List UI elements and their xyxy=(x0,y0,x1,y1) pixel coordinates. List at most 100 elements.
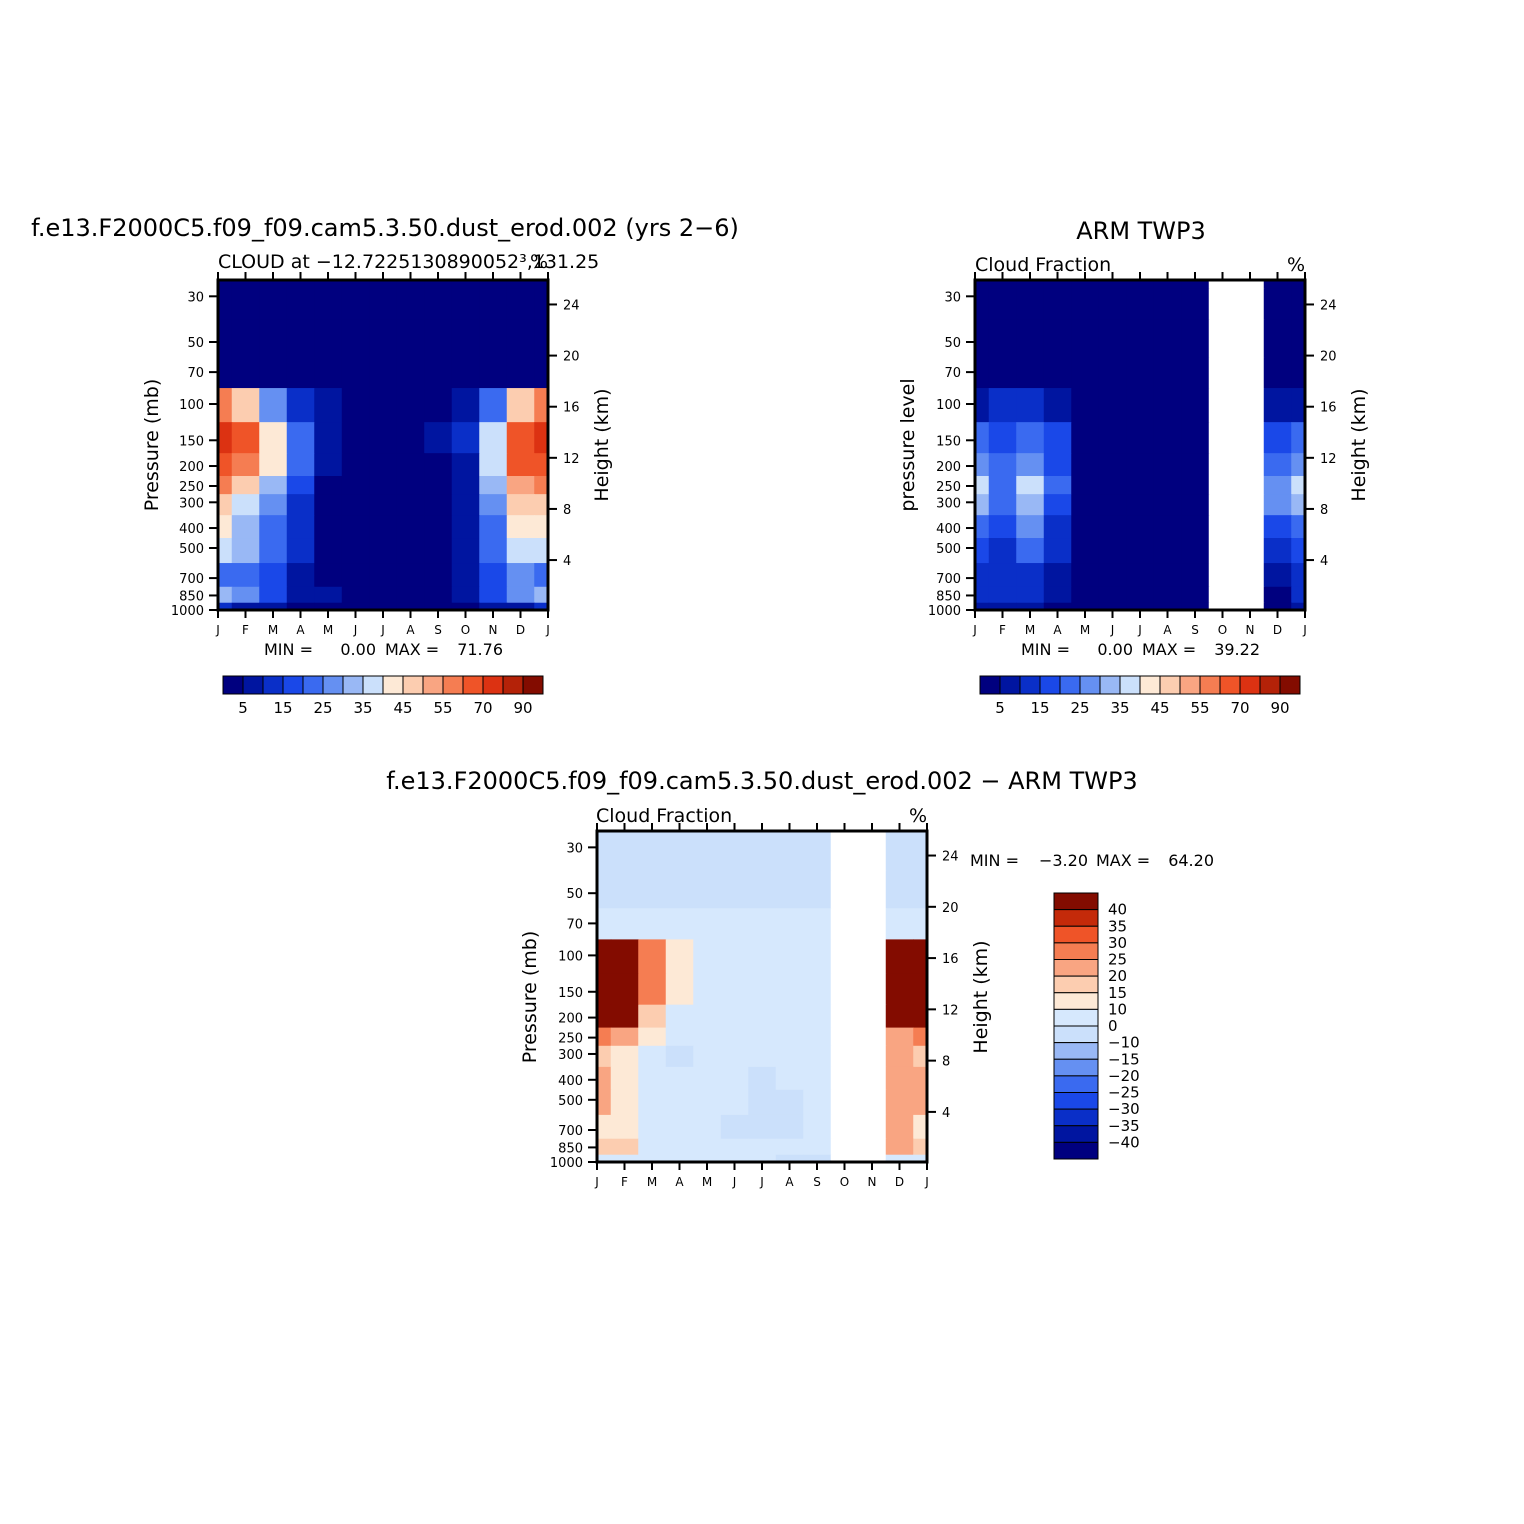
colorbar-label: −20 xyxy=(1108,1067,1140,1085)
cell-850mb-6 xyxy=(1126,586,1155,604)
cell-70mb-3 xyxy=(665,908,694,940)
cell-850mb-3 xyxy=(1043,586,1072,604)
cell-250mb-6 xyxy=(1126,476,1155,495)
cell-50mb-8 xyxy=(803,870,832,909)
cell-70mb-6 xyxy=(1126,357,1155,389)
cell-70mb-6 xyxy=(369,357,398,389)
cell-700mb-8 xyxy=(424,563,453,588)
cell-250mb-12 xyxy=(534,476,549,495)
cell-850mb-0 xyxy=(597,1138,612,1156)
cell-500mb-0 xyxy=(597,1089,612,1116)
cell-50mb-6 xyxy=(748,870,777,909)
cell-1000mb-1 xyxy=(988,602,1017,611)
cell-200mb-9 xyxy=(830,1004,859,1029)
x-tick-label: D xyxy=(895,1175,904,1189)
panel-obs-ylabel: pressure level xyxy=(897,378,919,511)
cell-250mb-2 xyxy=(259,476,288,495)
colorbar-label: 70 xyxy=(473,699,492,717)
cell-850mb-11 xyxy=(1263,586,1292,604)
x-tick-label: J xyxy=(215,623,220,637)
cell-850mb-9 xyxy=(451,586,480,604)
cell-200mb-5 xyxy=(720,1004,749,1029)
y-right-tick-label: 12 xyxy=(1320,452,1337,467)
cell-700mb-3 xyxy=(1043,563,1072,588)
cell-25mb-2 xyxy=(638,831,667,840)
y-tick-label: 70 xyxy=(566,917,583,932)
y-tick-label: 250 xyxy=(558,1032,583,1047)
cell-400mb-1 xyxy=(610,1066,639,1091)
y-tick-label: 850 xyxy=(179,589,204,604)
cell-50mb-4 xyxy=(314,319,343,358)
cell-700mb-0 xyxy=(597,1114,612,1140)
cell-500mb-5 xyxy=(1098,538,1127,564)
cell-500mb-9 xyxy=(451,538,480,564)
cell-1000mb-10 xyxy=(479,602,508,611)
cell-70mb-3 xyxy=(1043,357,1072,389)
colorbar-label: 5 xyxy=(238,699,248,717)
y-right-tick-label: 16 xyxy=(1320,401,1337,416)
cell-500mb-6 xyxy=(748,1089,777,1116)
y-tick-label: 850 xyxy=(936,589,961,604)
cell-50mb-2 xyxy=(259,319,288,358)
cell-250mb-4 xyxy=(314,476,343,495)
x-tick-label: D xyxy=(1273,623,1282,637)
cell-700mb-1 xyxy=(610,1114,639,1140)
cell-850mb-8 xyxy=(1181,586,1210,604)
cell-300mb-2 xyxy=(638,1045,667,1068)
cell-850mb-8 xyxy=(803,1138,832,1156)
cell-50mb-2 xyxy=(1016,319,1045,358)
y-tick-label: 400 xyxy=(179,522,204,537)
cell-400mb-10 xyxy=(479,515,508,539)
colorbar-label: 10 xyxy=(1108,1000,1127,1018)
panel-model-stats: MIN = 0.00 MAX = 71.76 xyxy=(264,640,503,659)
x-tick-label: O xyxy=(461,623,470,637)
cell-400mb-6 xyxy=(369,515,398,539)
cell-300mb-2 xyxy=(259,494,288,516)
cell-100mb-3 xyxy=(286,388,315,423)
y-tick-label: 500 xyxy=(936,542,961,557)
cell-200mb-8 xyxy=(803,1004,832,1029)
cell-400mb-11 xyxy=(506,515,535,539)
cell-700mb-5 xyxy=(720,1114,749,1140)
colorbar-label: 45 xyxy=(1150,699,1169,717)
colorbar-swatch xyxy=(1139,675,1161,695)
cell-50mb-3 xyxy=(286,319,315,358)
cell-100mb-3 xyxy=(665,939,694,975)
cell-700mb-10 xyxy=(479,563,508,588)
cell-300mb-11 xyxy=(1263,494,1292,516)
cell-25mb-2 xyxy=(1016,280,1045,289)
cell-700mb-4 xyxy=(314,563,343,588)
colorbar-label: −40 xyxy=(1108,1133,1140,1151)
x-tick-label: A xyxy=(296,623,305,637)
cell-850mb-6 xyxy=(369,586,398,604)
colorbar-swatch xyxy=(1179,675,1201,695)
cell-250mb-6 xyxy=(748,1027,777,1047)
cell-50mb-4 xyxy=(1071,319,1100,358)
cell-850mb-8 xyxy=(424,586,453,604)
cell-400mb-5 xyxy=(1098,515,1127,539)
panel-obs-min-value: 0.00 xyxy=(1097,640,1133,659)
colorbar-label: 15 xyxy=(273,699,292,717)
colorbar-label: 25 xyxy=(1108,951,1127,969)
cell-1000mb-5 xyxy=(341,602,370,611)
x-tick-label: J xyxy=(353,623,358,637)
cell-700mb-3 xyxy=(665,1114,694,1140)
y-right-tick-label: 24 xyxy=(942,850,959,865)
cell-300mb-8 xyxy=(424,494,453,516)
colorbar-label: 20 xyxy=(1108,967,1127,985)
cell-500mb-12 xyxy=(534,538,549,564)
cell-25mb-3 xyxy=(1043,280,1072,289)
x-tick-label: M xyxy=(268,623,278,637)
colorbar-label: 35 xyxy=(353,699,372,717)
cell-1000mb-2 xyxy=(259,602,288,611)
cell-100mb-5 xyxy=(1098,388,1127,423)
colorbar-swatch xyxy=(1019,675,1041,695)
cell-100mb-12 xyxy=(1291,388,1306,423)
cell-70mb-7 xyxy=(775,908,804,940)
cell-400mb-6 xyxy=(1126,515,1155,539)
cell-150mb-7 xyxy=(1153,422,1182,454)
cell-25mb-12 xyxy=(913,831,928,840)
cell-150mb-6 xyxy=(369,422,398,454)
y-tick-label: 100 xyxy=(558,949,583,964)
x-tick-label: S xyxy=(1191,623,1199,637)
